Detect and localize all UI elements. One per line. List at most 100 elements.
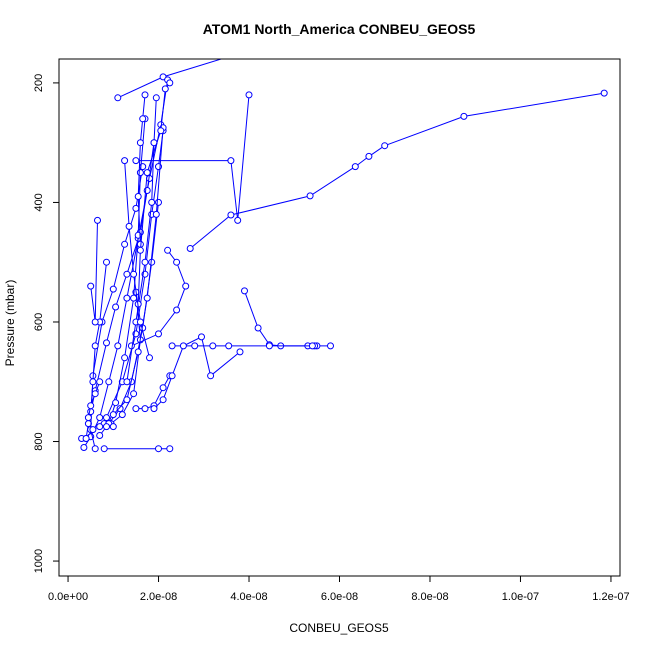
- data-point: [89, 378, 97, 386]
- data-point: [91, 342, 99, 350]
- data-point: [139, 115, 147, 123]
- data-point: [91, 390, 99, 398]
- data-point: [112, 303, 120, 311]
- data-point: [118, 411, 126, 419]
- x-axis-label: CONBEU_GEOS5: [289, 621, 389, 635]
- x-tick-label: 1.2e-07: [592, 591, 629, 603]
- data-point: [109, 423, 117, 431]
- data-point: [234, 216, 242, 224]
- series-1: [132, 91, 253, 224]
- data-point: [103, 258, 110, 266]
- data-point: [80, 444, 88, 451]
- data-point: [132, 405, 140, 413]
- data-point: [254, 324, 262, 332]
- data-point: [134, 348, 142, 356]
- data-point: [173, 258, 181, 266]
- data-point: [134, 193, 142, 200]
- data-point: [84, 414, 92, 422]
- data-point: [87, 408, 95, 416]
- data-point: [121, 354, 129, 362]
- data-point: [103, 414, 110, 422]
- data-point: [112, 399, 120, 407]
- data-point: [225, 342, 233, 350]
- data-point: [166, 445, 174, 453]
- series-line: [90, 220, 98, 323]
- series-3: [168, 342, 316, 350]
- y-tick-label: 600: [33, 313, 45, 331]
- data-point: [227, 211, 235, 219]
- series-line: [126, 97, 157, 382]
- data-point: [127, 342, 135, 350]
- series-line: [135, 94, 250, 221]
- data-point: [123, 378, 131, 386]
- data-point: [159, 384, 167, 392]
- data-point: [96, 432, 104, 439]
- data-point: [109, 411, 117, 419]
- series-24: [121, 157, 153, 362]
- data-point: [121, 240, 129, 248]
- data-point: [168, 372, 176, 380]
- data-point: [130, 390, 138, 398]
- series-0: [186, 89, 608, 252]
- series-2: [241, 287, 334, 350]
- series-18: [150, 333, 244, 413]
- data-point: [306, 192, 314, 200]
- data-point: [241, 287, 248, 295]
- data-point: [136, 318, 144, 326]
- data-point: [136, 169, 144, 177]
- data-point: [114, 342, 122, 350]
- data-point: [143, 169, 151, 177]
- data-point: [91, 445, 99, 453]
- x-axis: 0.0e+00 2.0e-08 4.0e-08 6.0e-08 8.0e-08 1.0e-…: [48, 575, 630, 603]
- data-point: [161, 85, 169, 93]
- data-point: [103, 339, 110, 347]
- plot-area: [78, 59, 608, 453]
- series-line: [90, 166, 144, 449]
- data-point: [168, 342, 176, 350]
- data-point: [460, 112, 468, 120]
- data-point: [105, 378, 113, 386]
- data-point: [155, 445, 162, 453]
- series-22: [78, 423, 117, 442]
- data-point: [245, 91, 253, 99]
- data-point: [130, 270, 138, 278]
- x-tick-label: 2.0e-08: [140, 591, 177, 603]
- series-line: [87, 381, 101, 418]
- data-point: [141, 405, 149, 413]
- chart-title: ATOM1 North_America CONBEU_GEOS5: [203, 21, 476, 37]
- y-tick-label: 400: [33, 193, 45, 211]
- data-point: [351, 163, 359, 171]
- series-line: [244, 290, 331, 347]
- x-tick-label: 8.0e-08: [411, 591, 448, 603]
- data-point: [152, 210, 160, 218]
- data-point: [141, 91, 149, 99]
- series-16: [100, 445, 174, 453]
- data-point: [109, 285, 117, 293]
- y-axis-label: Pressure (mbar): [3, 280, 17, 367]
- data-point: [600, 89, 608, 97]
- data-point: [82, 435, 90, 442]
- series-line: [117, 59, 223, 99]
- data-point: [327, 342, 334, 350]
- data-point: [186, 245, 194, 252]
- data-point: [100, 445, 108, 453]
- data-point: [116, 405, 124, 413]
- x-tick-label: 0.0e+00: [48, 591, 88, 603]
- series-20: [134, 91, 149, 248]
- data-point: [381, 142, 389, 150]
- data-point: [152, 94, 160, 102]
- x-tick-label: 1.0e-07: [502, 591, 539, 603]
- data-point: [96, 378, 104, 386]
- series-23: [134, 79, 174, 308]
- data-point: [173, 306, 181, 314]
- data-point: [265, 342, 273, 350]
- data-point: [148, 198, 156, 206]
- y-tick-label: 1000: [33, 549, 45, 573]
- data-point: [103, 423, 110, 431]
- data-point: [182, 282, 190, 290]
- y-tick-label: 200: [33, 74, 45, 92]
- series-12: [87, 216, 101, 326]
- series-17: [127, 246, 190, 350]
- data-point: [94, 216, 101, 224]
